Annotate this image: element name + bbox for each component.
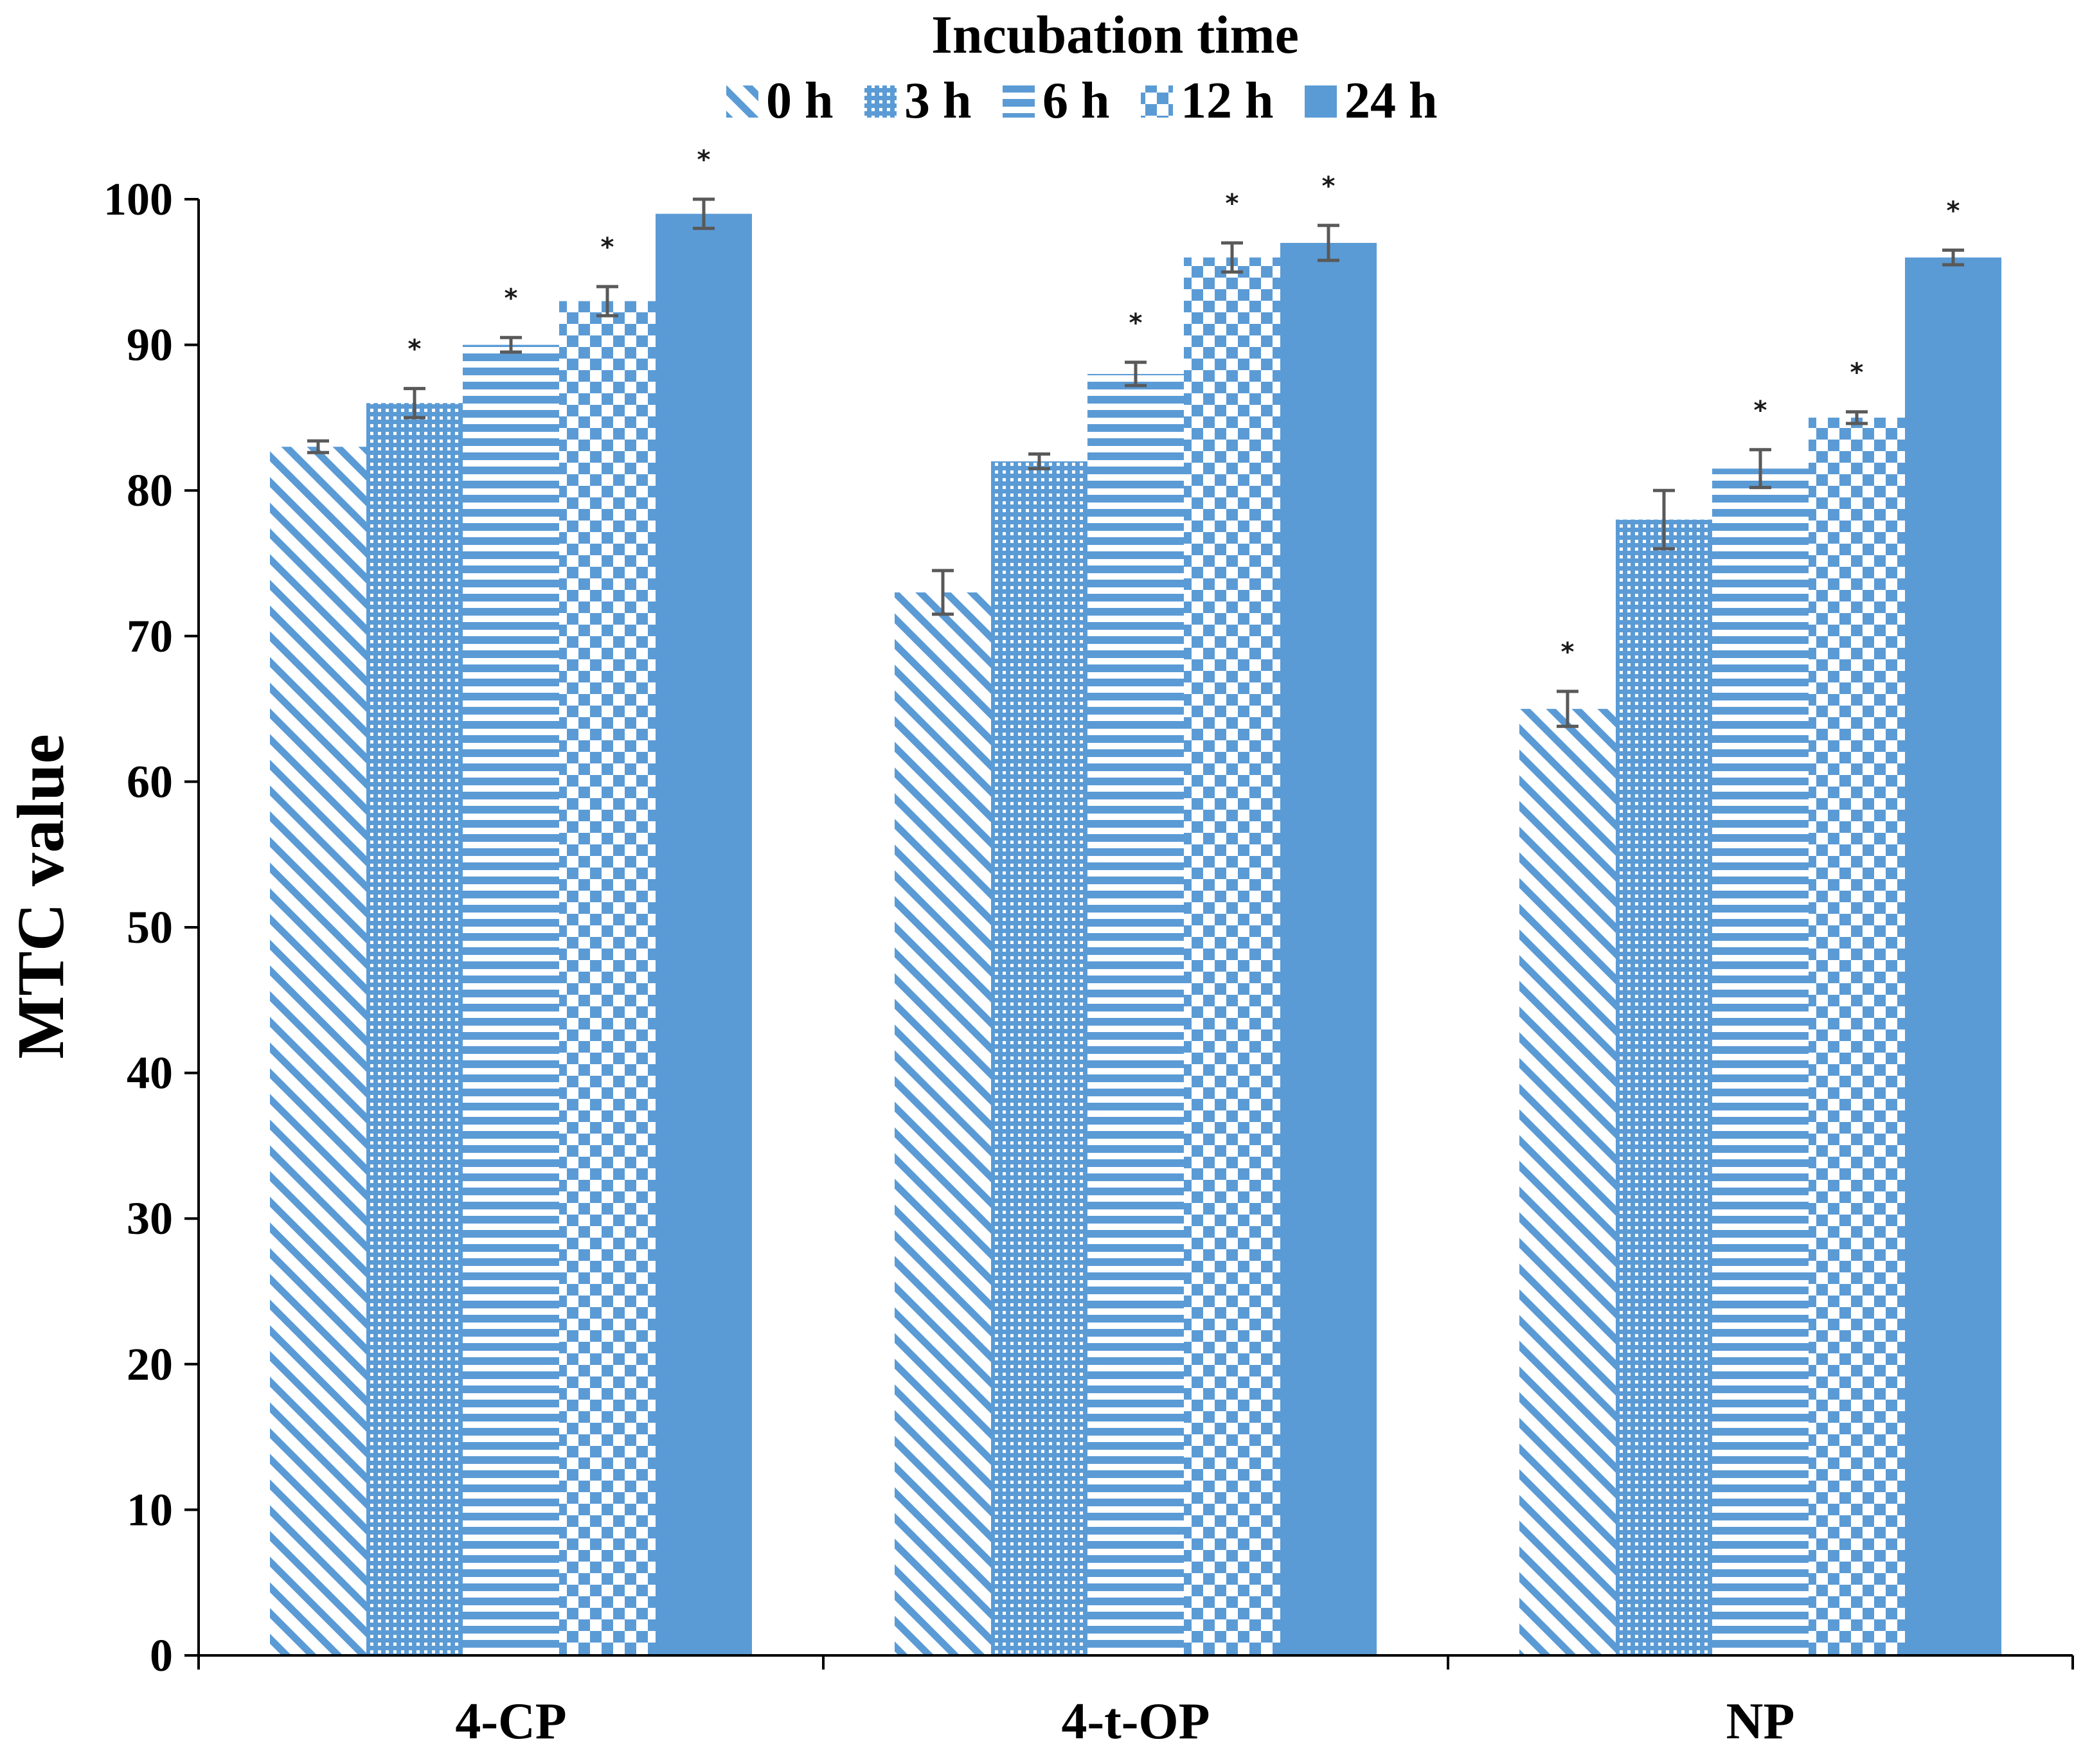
bar-4-t-op-0-h: [895, 592, 991, 1655]
legend-item-12-h: 12 h: [1141, 73, 1274, 129]
y-tick-label: 10: [127, 1484, 173, 1535]
bar-4-t-op-24-h: [1280, 242, 1377, 1656]
legend-label: 0 h: [766, 73, 834, 129]
bar-np-0-h: [1519, 709, 1616, 1655]
category-label-4-cp: 4-CP: [455, 1693, 566, 1750]
error-bar-np-6-h: [1749, 448, 1771, 490]
significance-markers: * * * * * * * * * * *: [408, 145, 1960, 667]
error-bar-4-cp-0-h: [307, 439, 329, 454]
bar-4-t-op-6-h: [1087, 373, 1184, 1656]
legend-item-24-h: 24 h: [1305, 73, 1438, 129]
error-bar-4-t-op-0-h: [932, 569, 954, 616]
bars: [270, 213, 2001, 1656]
y-axis-label: MTC value: [4, 734, 78, 1059]
y-tick-label: 30: [127, 1193, 173, 1244]
bar-np-12-h: [1809, 417, 1905, 1655]
y-tick-label: 0: [150, 1630, 173, 1681]
error-bar-4-cp-12-h: [596, 285, 618, 317]
legend-label: 12 h: [1181, 73, 1274, 129]
error-bar-np-24-h: [1942, 248, 1964, 267]
bar-4-cp-12-h: [559, 301, 656, 1655]
legend-item-0-h: 0 h: [726, 73, 834, 129]
y-tick-label: 100: [103, 174, 173, 225]
axes: [197, 199, 2074, 1670]
significance-star: *: [1226, 189, 1239, 218]
bar-4-cp-24-h: [656, 213, 752, 1656]
error-bar-4-t-op-3-h: [1028, 452, 1050, 470]
significance-star: *: [1129, 308, 1143, 338]
error-bar-4-cp-6-h: [500, 335, 522, 354]
legend-item-6-h: 6 h: [1003, 73, 1110, 129]
error-bar-4-cp-24-h: [693, 197, 715, 230]
y-axis-ticks: 0 10 20 30 40 50 60 70 80 90 100: [103, 174, 199, 1681]
legend-item-3-h: 3 h: [864, 73, 972, 129]
y-tick-label: 90: [127, 319, 173, 371]
y-tick-label: 40: [127, 1047, 173, 1099]
y-tick-label: 70: [127, 610, 173, 662]
significance-star: *: [1754, 396, 1767, 425]
legend-label: 24 h: [1345, 73, 1438, 129]
significance-star: *: [1322, 172, 1336, 201]
chart-title: Incubation time: [931, 5, 1299, 65]
error-bar-np-3-h: [1653, 488, 1675, 551]
error-bar-np-0-h: [1557, 690, 1578, 728]
legend-swatch: [1003, 85, 1035, 118]
error-bar-4-cp-3-h: [404, 387, 425, 420]
legend-swatch: [1141, 85, 1173, 118]
legend-swatch: [1305, 85, 1337, 118]
bar-np-3-h: [1616, 519, 1712, 1655]
error-bar-4-t-op-12-h: [1221, 241, 1243, 274]
bar-np-24-h: [1905, 257, 2001, 1655]
bar-4-t-op-12-h: [1184, 257, 1280, 1655]
legend-label: 3 h: [904, 73, 972, 129]
category-label-4-t-op: 4-t-OP: [1061, 1693, 1210, 1750]
category-label-np: NP: [1726, 1693, 1795, 1750]
bar-4-cp-0-h: [270, 447, 366, 1655]
bar-4-cp-6-h: [463, 344, 559, 1655]
bar-4-cp-3-h: [366, 403, 463, 1655]
significance-star: *: [505, 283, 518, 313]
significance-star: *: [601, 233, 614, 262]
legend: 0 h 3 h 6 h 12 h 24 h: [726, 73, 1438, 129]
significance-star: *: [1561, 637, 1575, 667]
significance-star: *: [408, 335, 422, 364]
significance-star: *: [1947, 196, 1960, 226]
error-bars: [307, 197, 1964, 728]
y-tick-label: 60: [127, 756, 173, 807]
category-labels: 4-CP 4-t-OP NP: [455, 1693, 1794, 1750]
error-bar-4-t-op-24-h: [1318, 224, 1339, 262]
y-tick-label: 20: [127, 1339, 173, 1390]
legend-label: 6 h: [1042, 73, 1110, 129]
legend-swatch: [864, 85, 897, 118]
legend-swatch: [726, 85, 758, 118]
y-tick-label: 80: [127, 465, 173, 516]
bar-4-t-op-3-h: [991, 461, 1087, 1655]
significance-star: *: [697, 145, 711, 175]
bar-np-6-h: [1712, 468, 1809, 1656]
y-tick-label: 50: [127, 902, 173, 953]
significance-star: *: [1850, 358, 1864, 388]
error-bar-np-12-h: [1846, 410, 1868, 425]
error-bar-4-t-op-6-h: [1125, 361, 1147, 388]
